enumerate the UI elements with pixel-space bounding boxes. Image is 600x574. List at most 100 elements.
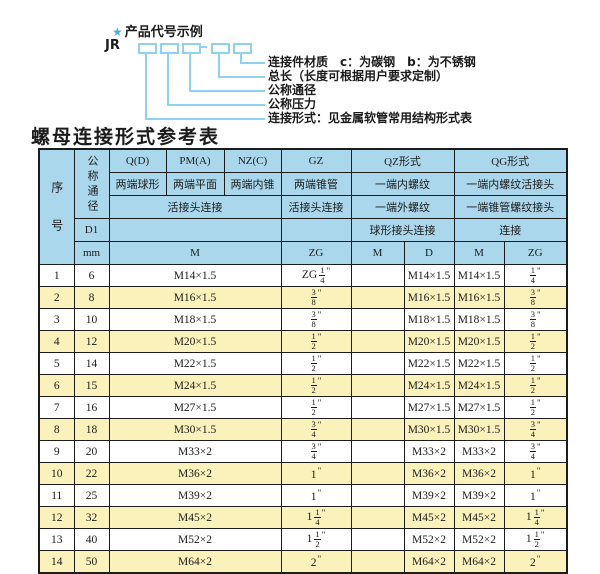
inch-mark: " (317, 332, 322, 342)
inch-mark: " (536, 488, 541, 498)
cell-qz-m (350, 550, 405, 574)
header-pm-desc: 两端平面 (165, 172, 225, 196)
cell-dn: 8 (73, 286, 110, 309)
cell-dn: 20 (73, 440, 110, 463)
cell-qz-d: M36×2 (403, 462, 455, 485)
cell-dn: 14 (73, 352, 110, 375)
cell-qg-zg: 1 1 2 " (503, 528, 568, 551)
code-box-2 (160, 43, 179, 54)
table-row: 8 18 M30×1.5 3 4 " M30×1.5 M30×1.5 3 4 " (38, 418, 568, 441)
cell-qg-zg: 1 1 4 " (503, 506, 568, 529)
cell-gz: 3 8 " (280, 286, 352, 309)
connector-line (189, 52, 191, 91)
inch-mark: " (540, 508, 545, 518)
connector-line (218, 76, 265, 78)
header-nz-desc: 两端内锥 (223, 172, 282, 196)
cell-qg-zg: 1 2 " (503, 330, 568, 353)
cell-qz-d: M39×2 (403, 484, 455, 507)
inch-mark: " (321, 530, 326, 540)
cell-seq: 7 (38, 396, 75, 419)
cell-qg-m: M33×2 (453, 440, 505, 463)
cell-seq: 1 (38, 264, 75, 287)
cell-qg-m: M18×1.5 (453, 308, 505, 331)
cell-m: M18×1.5 (108, 308, 282, 331)
header-qg-row3: 一端锥管螺纹接头 (453, 195, 568, 219)
cell-gz: 3 4 " (280, 440, 352, 463)
cell-gz: ZG 1 4 " (280, 264, 352, 287)
connector-line (167, 52, 169, 105)
star-icon: ★ (112, 25, 123, 39)
cell-qz-m (350, 440, 405, 463)
cell-m: M45×2 (108, 506, 282, 529)
cell-gz: 3 4 " (280, 418, 352, 441)
cell-qz-m (350, 484, 405, 507)
cell-m: M33×2 (108, 440, 282, 463)
code-box-1 (138, 43, 157, 54)
diagram-label-pressure: 公称压力 (268, 97, 317, 111)
inch-mark: " (537, 442, 541, 452)
inch-mark: " (317, 554, 322, 564)
fraction-prefix: ZG (301, 269, 318, 281)
header-mm: mm (73, 241, 110, 265)
cell-qz-d: M30×1.5 (403, 418, 455, 441)
header-qg: QG形式 (453, 148, 568, 173)
cell-qg-zg: 3 8 " (503, 286, 568, 309)
header-row-5: mm M ZG M D M ZG (39, 241, 568, 265)
cell-qz-d: M33×2 (403, 440, 455, 463)
cell-qg-m: M24×1.5 (453, 374, 505, 397)
connector-line (240, 62, 265, 64)
code-box-4 (211, 43, 230, 54)
cell-qz-m (350, 396, 405, 419)
cell-seq: 10 (38, 462, 75, 485)
table-row: 3 10 M18×1.5 3 8 " M18×1.5 M18×1.5 3 8 " (38, 308, 568, 331)
inch-mark: " (317, 310, 322, 320)
table-row: 7 16 M27×1.5 1 2 " M27×1.5 M27×1.5 1 2 " (38, 396, 568, 419)
fraction-prefix: 1 (306, 511, 313, 523)
cell-dn: 22 (73, 462, 110, 485)
header-qz-unit-d: D (403, 241, 455, 265)
cell-m: M16×1.5 (108, 286, 282, 309)
inch-mark: " (536, 554, 541, 564)
cell-dn: 6 (73, 264, 110, 287)
cell-m: M14×1.5 (108, 264, 282, 287)
code-dash (199, 46, 207, 48)
cell-gz: 1 2 " (280, 396, 352, 419)
cell-qg-m: M45×2 (453, 506, 505, 529)
header-q-desc: 两端球形 (108, 172, 167, 196)
inch-mark: " (317, 420, 322, 430)
cell-qz-m (350, 528, 405, 551)
table-row: 9 20 M33×2 3 4 " M33×2 M33×2 3 4 " (38, 440, 568, 463)
inch-mark: " (537, 420, 541, 430)
cell-seq: 6 (38, 374, 75, 397)
connector-line (240, 52, 242, 63)
cell-qz-d: M45×2 (403, 506, 455, 529)
cell-qz-d: M64×2 (403, 550, 455, 574)
header-qpn-row3: 活接头连接 (108, 195, 282, 219)
table-row: 1 6 M14×1.5 ZG 1 4 " M14×1.5 M14×1.5 1 4 " (38, 264, 568, 287)
cell-qz-m (350, 418, 405, 441)
cell-qz-d: M18×1.5 (403, 308, 455, 331)
cell-seq: 13 (38, 528, 75, 551)
diagram-title-text: 产品代号示例 (124, 25, 203, 40)
cell-qz-m (350, 374, 405, 397)
header-empty-qpn (108, 218, 282, 242)
header-empty-gz (280, 218, 352, 242)
header-seq-label: 序号 (49, 180, 64, 257)
header-qz-row4: 球形接头连接 (350, 218, 455, 242)
header-gz-unit: ZG (280, 241, 352, 265)
cell-qg-m: M52×2 (453, 528, 505, 551)
table-row: 14 50 M64×2 2" M64×2 M64×2 2" (38, 550, 568, 574)
table-row: 5 14 M22×1.5 1 2 " M22×1.5 M22×1.5 1 2 " (38, 352, 568, 375)
header-row-1: 序号 公称通径 Q(D) PM(A) NZ(C) GZ QZ形式 QG形式 (38, 148, 568, 265)
